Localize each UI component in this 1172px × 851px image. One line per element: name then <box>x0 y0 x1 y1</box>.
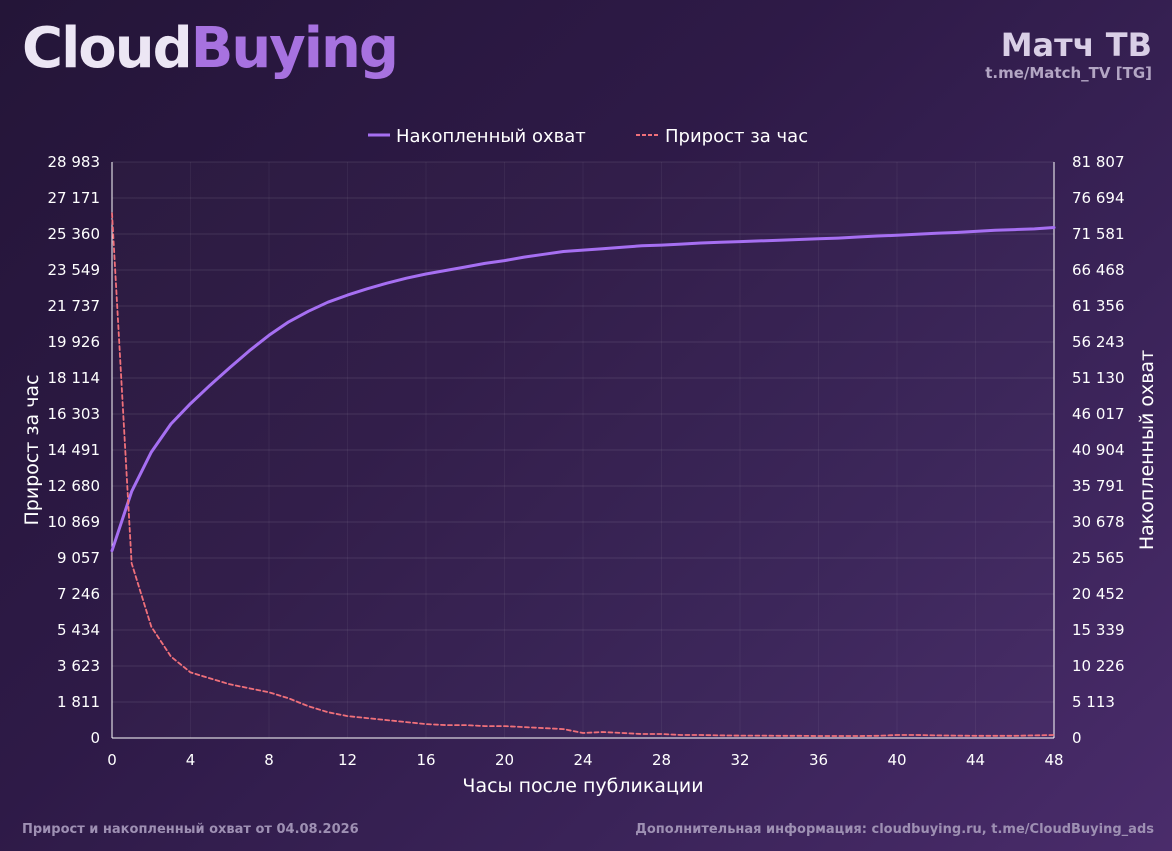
y-tick-label-left: 12 680 <box>48 477 101 495</box>
y-tick-label-right: 5 113 <box>1072 693 1115 711</box>
y-tick-label-left: 1 811 <box>57 693 100 711</box>
y-tick-label-right: 81 807 <box>1072 153 1125 171</box>
y-tick-label-left: 10 869 <box>48 513 101 531</box>
y-tick-label-right: 66 468 <box>1072 261 1125 279</box>
cloudbuying-logo: CloudBuying <box>22 14 399 84</box>
series-line-hourly-growth <box>111 212 1055 737</box>
y-tick-label-right: 56 243 <box>1072 333 1125 351</box>
y-axis-label-left: Прирост за час <box>21 374 43 525</box>
y-axis-label-right: Накопленный охват <box>1136 350 1158 550</box>
x-tick-label: 16 <box>416 751 435 769</box>
y-tick-label-right: 15 339 <box>1072 621 1125 639</box>
y-tick-label-left: 16 303 <box>48 405 101 423</box>
footer-caption: Прирост и накопленный охват от 04.08.202… <box>22 822 359 837</box>
x-axis-label: Часы после публикации <box>462 775 703 797</box>
x-tick-label: 28 <box>652 751 671 769</box>
x-tick-label: 12 <box>338 751 357 769</box>
y-tick-label-left: 5 434 <box>57 621 100 639</box>
y-tick-label-left: 19 926 <box>48 333 101 351</box>
x-tick-label: 8 <box>264 751 274 769</box>
logo-part1: Cloud <box>22 16 193 81</box>
y-tick-label-right: 0 <box>1072 729 1082 747</box>
y-tick-label-right: 51 130 <box>1072 369 1125 387</box>
footer-info[interactable]: Дополнительная информация: cloudbuying.r… <box>635 822 1154 837</box>
legend-label-cumulative-reach: Накопленный охват <box>396 126 586 147</box>
y-tick-label-right: 35 791 <box>1072 477 1125 495</box>
x-tick-label: 32 <box>730 751 749 769</box>
x-tick-label: 44 <box>966 751 985 769</box>
y-tick-label-left: 18 114 <box>48 369 101 387</box>
x-tick-label: 20 <box>495 751 514 769</box>
y-tick-label-right: 30 678 <box>1072 513 1125 531</box>
y-tick-label-right: 61 356 <box>1072 297 1125 315</box>
logo-part2: Buying <box>190 16 399 81</box>
series-line-cumulative-reach <box>110 226 1056 553</box>
y-tick-label-left: 9 057 <box>57 549 100 567</box>
y-tick-label-right: 71 581 <box>1072 225 1125 243</box>
y-tick-label-left: 27 171 <box>48 189 101 207</box>
x-tick-label: 24 <box>573 751 592 769</box>
y-tick-label-left: 25 360 <box>48 225 101 243</box>
y-tick-label-right: 10 226 <box>1072 657 1125 675</box>
y-tick-label-right: 20 452 <box>1072 585 1125 603</box>
x-tick-label: 4 <box>186 751 196 769</box>
y-tick-label-left: 23 549 <box>48 261 101 279</box>
y-tick-label-right: 40 904 <box>1072 441 1125 459</box>
y-tick-label-right: 25 565 <box>1072 549 1125 567</box>
channel-name: Матч ТВ <box>1000 26 1152 64</box>
x-tick-label: 36 <box>809 751 828 769</box>
y-tick-label-right: 76 694 <box>1072 189 1125 207</box>
x-tick-label: 0 <box>107 751 117 769</box>
y-tick-label-right: 46 017 <box>1072 405 1125 423</box>
y-tick-label-left: 21 737 <box>48 297 101 315</box>
y-tick-label-left: 7 246 <box>57 585 100 603</box>
legend-label-hourly-growth: Прирост за час <box>665 126 808 147</box>
x-tick-label: 48 <box>1044 751 1063 769</box>
y-tick-label-left: 0 <box>90 729 100 747</box>
y-tick-label-left: 28 983 <box>48 153 101 171</box>
y-tick-label-left: 3 623 <box>57 657 100 675</box>
y-tick-label-left: 14 491 <box>48 441 101 459</box>
channel-link[interactable]: t.me/Match_TV [TG] <box>985 64 1152 82</box>
x-tick-label: 40 <box>887 751 906 769</box>
